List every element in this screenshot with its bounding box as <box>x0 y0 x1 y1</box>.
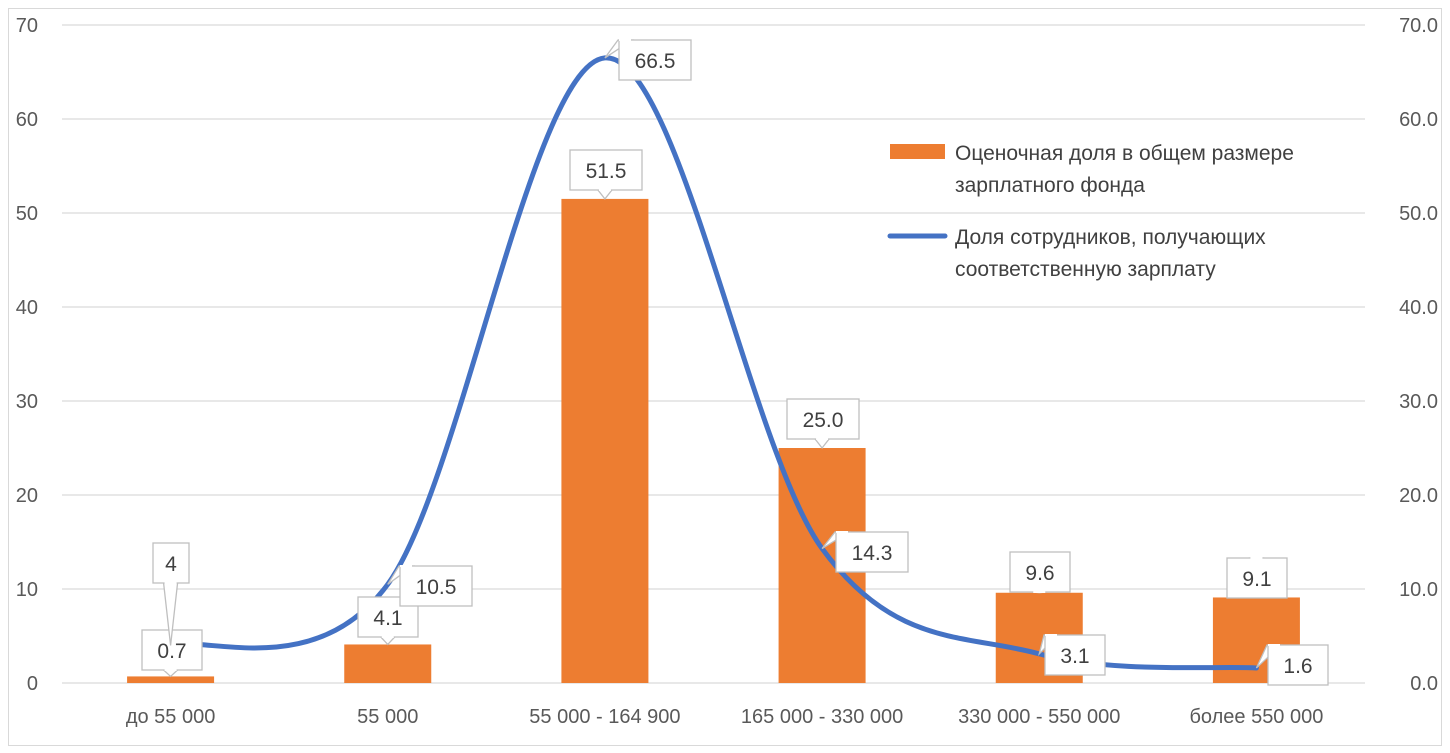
bar <box>561 198 649 683</box>
line-data-label-text: 10.5 <box>416 576 457 599</box>
y-left-tick-label: 60 <box>16 109 38 131</box>
bar <box>344 644 432 683</box>
y-right-tick-label: 10.0 <box>1399 579 1438 601</box>
line-data-label-text: 3.1 <box>1060 645 1089 668</box>
y-right-tick-label: 50.0 <box>1399 203 1438 225</box>
x-tick-label: до 55 000 <box>126 706 216 728</box>
line-data-label-text: 4 <box>165 553 177 576</box>
y-left-tick-label: 40 <box>16 297 38 319</box>
legend-line-label-1: Доля сотрудников, получающих <box>955 226 1266 249</box>
y-right-tick-label: 40.0 <box>1399 297 1438 319</box>
y-right-tick-label: 0.0 <box>1410 673 1438 695</box>
legend: Оценочная доля в общем размере зарплатно… <box>887 142 1294 281</box>
y-left-tick-label: 10 <box>16 579 38 601</box>
y-right-tick-label: 60.0 <box>1399 109 1438 131</box>
y-left-tick-label: 50 <box>16 203 38 225</box>
line-data-label-text: 66.5 <box>635 50 676 73</box>
bar-data-label-text: 9.6 <box>1025 562 1054 585</box>
bar-data-label: 9.1 <box>1226 557 1288 599</box>
bar-data-label-text: 25.0 <box>803 409 844 432</box>
bar <box>127 676 215 683</box>
line-data-label: 1.6 <box>1255 644 1329 686</box>
bar-data-label: 51.5 <box>569 149 643 200</box>
y-left-tick-label: 0 <box>27 673 38 695</box>
bar-data-label-text: 51.5 <box>586 160 627 183</box>
x-tick-label: 55 000 <box>357 706 418 728</box>
x-tick-label: более 550 000 <box>1189 706 1323 728</box>
chart-frame <box>8 8 1442 746</box>
series-line <box>168 55 1259 671</box>
bar-data-label-text: 4.1 <box>373 607 402 630</box>
bar-data-label: 9.6 <box>1009 551 1071 594</box>
legend-line-label-2: соответственную зарплату <box>955 258 1216 281</box>
line-data-label: 4 <box>152 542 190 646</box>
bar-data-label: 0.7 <box>141 629 203 678</box>
legend-bar-label-1: Оценочная доля в общем размере <box>955 142 1294 165</box>
y-right-tick-label: 70.0 <box>1399 15 1438 37</box>
x-tick-label: 55 000 - 164 900 <box>529 706 680 728</box>
line-data-label: 10.5 <box>387 565 473 607</box>
line-data-label: 66.5 <box>604 39 692 81</box>
y-left-tick-label: 30 <box>16 391 38 413</box>
legend-bar-label-2: зарплатного фонда <box>955 174 1145 197</box>
bar-data-label: 25.0 <box>786 398 860 450</box>
y-left-tick-label: 20 <box>16 485 38 507</box>
x-tick-label: 330 000 - 550 000 <box>958 706 1120 728</box>
y-left-tick-label: 70 <box>16 15 38 37</box>
line-data-label-text: 1.6 <box>1283 655 1312 678</box>
x-tick-label: 165 000 - 330 000 <box>741 706 903 728</box>
line-data-label-text: 14.3 <box>852 542 893 565</box>
line-data-label: 3.1 <box>1038 634 1106 676</box>
legend-bar-swatch <box>890 144 945 159</box>
y-right-tick-label: 30.0 <box>1399 391 1438 413</box>
bar-data-label-text: 9.1 <box>1242 568 1271 591</box>
bar-data-label-text: 0.7 <box>157 640 186 663</box>
y-right-tick-label: 20.0 <box>1399 485 1438 507</box>
line-data-label: 14.3 <box>821 531 909 573</box>
